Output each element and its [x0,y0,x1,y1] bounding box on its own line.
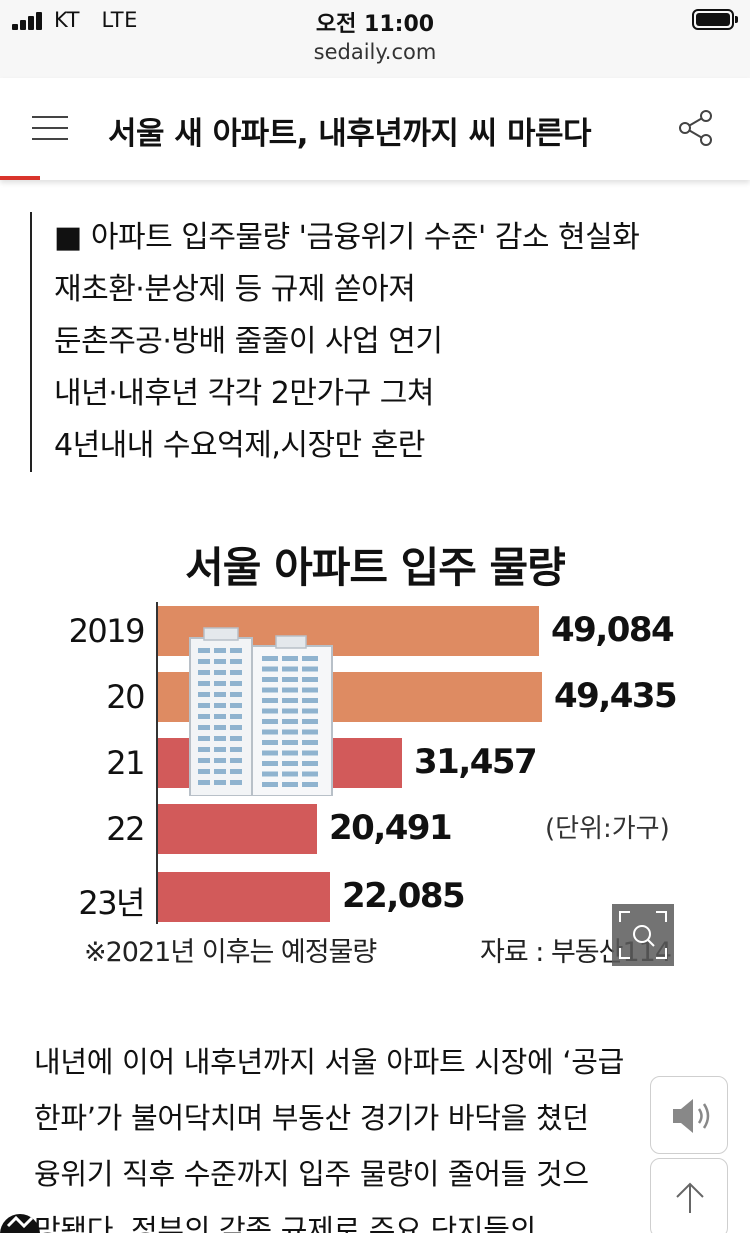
article-line: 융위기 직후 수준까지 입주 물량이 줄어들 것으 [34,1157,589,1191]
article-line: 내년에 이어 내후년까지 서울 아파트 시장에 ‘공급 [34,1045,625,1079]
bar-value-label: 49,435 [554,676,678,716]
subheadline-line: 4년내내 수요억제,시장만 혼란 [54,428,425,463]
chart-bar [158,872,330,922]
listen-button[interactable] [650,1076,728,1154]
chart-bar [158,804,317,854]
category-label: 2019 [68,612,146,650]
signal-icon [12,12,48,30]
status-bar: KT LTE 오전 11:00 sedaily.com [0,0,750,78]
category-label: 21 [106,744,145,782]
scroll-top-button[interactable] [650,1158,728,1233]
zoom-icon[interactable] [612,904,674,966]
supply-chart: 서울 아파트 입주 물량 49,084 2019 49,435 20 31,457 21 2… [0,520,750,980]
share-icon[interactable] [676,108,716,148]
subheadline-line: ■ 아파트 입주물량 '금융위기 수준' 감소 현실화 [54,220,640,255]
article-title: 서울 새 아파트, 내후년까지 씨 마른다 [108,116,592,152]
bar-value-label: 49,084 [551,610,675,650]
chart-note: ※2021년 이후는 예정물량 [84,937,377,968]
chart-title: 서울 아파트 입주 물량 [185,543,566,592]
category-label: 20 [106,678,145,716]
subheadline-line: 둔촌주공·방배 줄줄이 사업 연기 [54,324,443,359]
article-header: 서울 새 아파트, 내후년까지 씨 마른다 [0,78,750,180]
chart-unit-label: (단위:가구) [545,814,670,844]
article-body: 내년에 이어 내후년까지 서울 아파트 시장에 ‘공급 한파’가 불어닥치며 부… [34,1034,734,1233]
category-label: 22 [106,810,145,848]
header-accent-line [0,176,40,180]
speaker-icon [673,1099,710,1133]
article-line: 한파’가 불어닥치며 부동산 경기가 바닥을 쳤던 [34,1101,589,1135]
chart-axis [156,602,158,924]
subheadline-line: 재초환·분상제 등 규제 쏟아져 [54,272,416,307]
subheadline-block: ■ 아파트 입주물량 '금융위기 수준' 감소 현실화 재초환·분상제 등 규제… [30,212,730,472]
apartment-building-icon [189,627,333,796]
bar-value-label: 20,491 [329,808,453,848]
carrier-label: KT LTE [54,8,138,32]
bar-value-label: 31,457 [414,742,538,782]
subheadline-line: 내년·내후년 각각 2만가구 그쳐 [54,376,434,411]
arrow-up-icon [676,1182,704,1213]
address-bar-url[interactable]: sedaily.com [313,40,437,64]
corner-badge-icon[interactable] [0,1208,52,1233]
battery-icon [692,9,738,30]
bar-value-label: 22,085 [342,876,466,916]
status-time: 오전 11:00 [315,12,435,37]
category-label: 23년 [78,884,145,922]
article-line: 망됐다. 정부의 각종 규제로 주요 단지들의 [34,1213,536,1233]
hamburger-menu-icon[interactable] [32,114,68,142]
